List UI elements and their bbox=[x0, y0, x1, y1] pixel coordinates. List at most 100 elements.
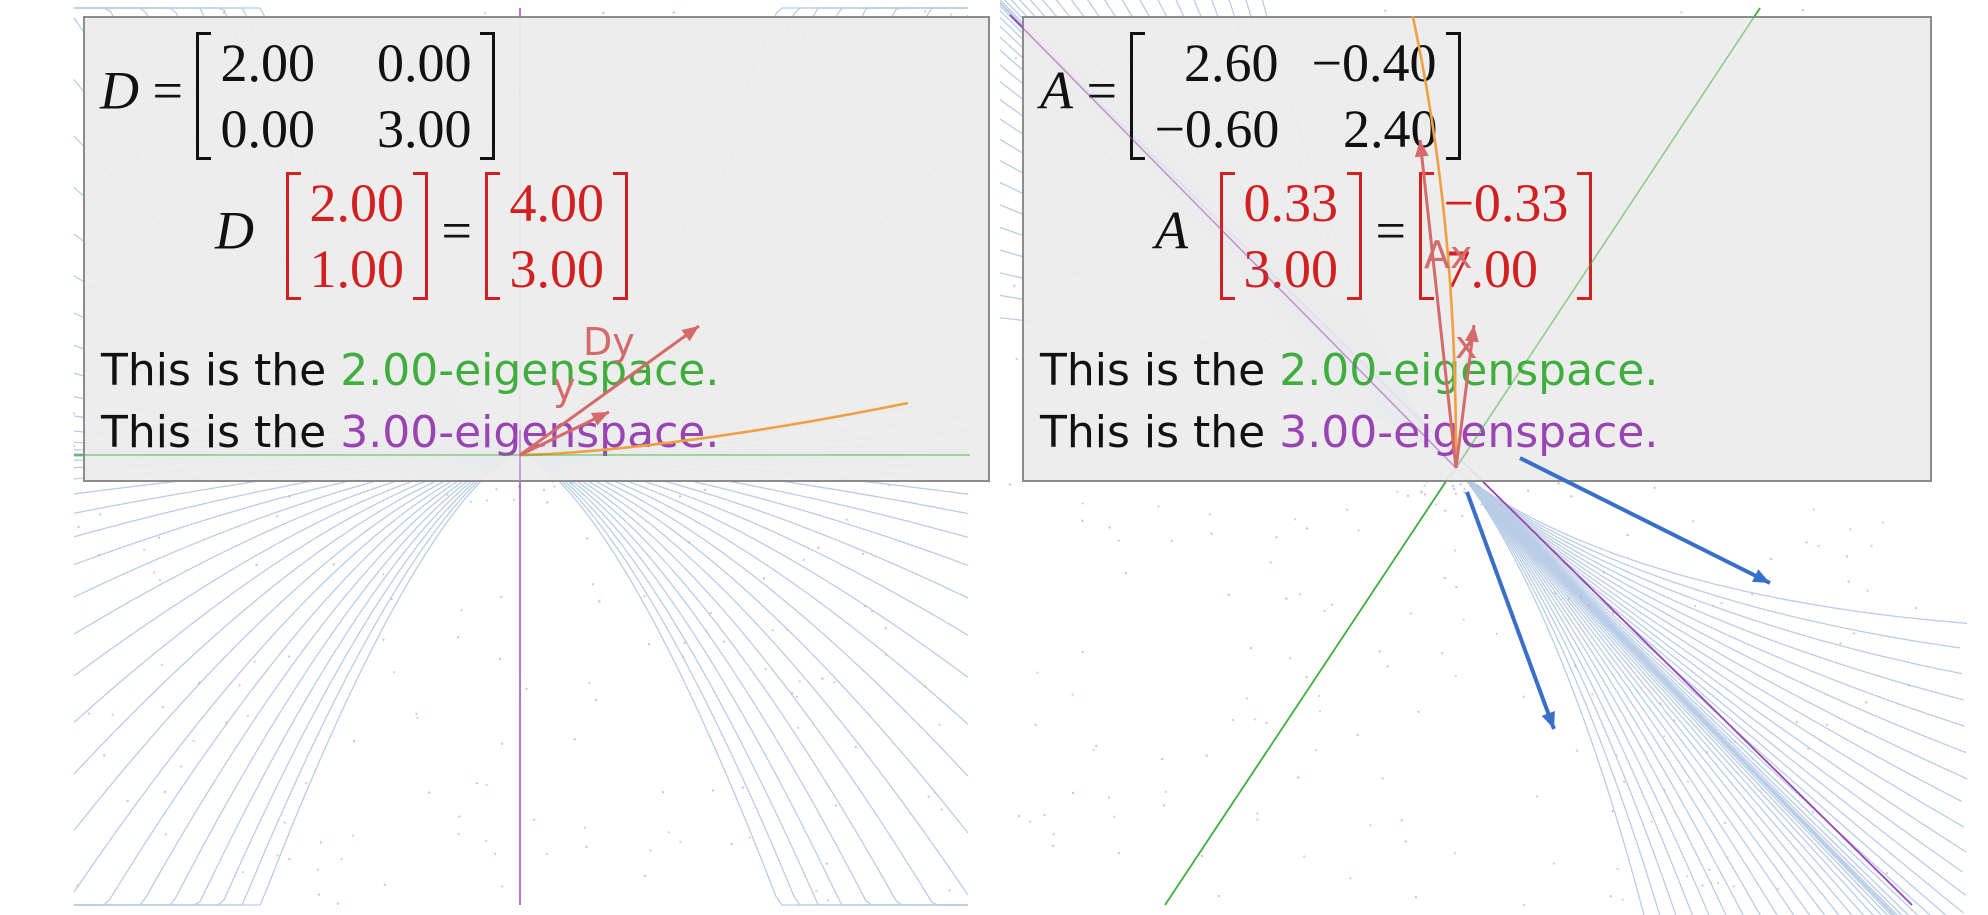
left-input-vector: 2.00 1.00 bbox=[285, 170, 429, 302]
flow-particle bbox=[1576, 749, 1579, 752]
flow-particle bbox=[1711, 604, 1715, 607]
flow-particle bbox=[1210, 532, 1213, 535]
flow-particle bbox=[163, 790, 166, 794]
flow-particle bbox=[72, 444, 76, 448]
flow-particle bbox=[87, 712, 91, 715]
flow-particle bbox=[513, 498, 516, 501]
flow-particle bbox=[97, 553, 101, 557]
flow-particle bbox=[469, 500, 473, 503]
flow-particle bbox=[1484, 506, 1488, 509]
flow-particle bbox=[950, 13, 953, 16]
flow-particle bbox=[1650, 820, 1653, 823]
vector-cell: 2.00 bbox=[309, 173, 405, 233]
flow-line bbox=[73, 454, 969, 725]
flow-particle bbox=[1275, 536, 1278, 539]
flow-particle bbox=[1750, 593, 1754, 596]
flow-particle bbox=[1071, 693, 1074, 696]
flow-particle bbox=[1463, 491, 1466, 494]
flow-particle bbox=[1866, 589, 1869, 592]
right-input-vector: 0.33 3.00 bbox=[1219, 170, 1363, 302]
flow-particle bbox=[288, 857, 291, 861]
flow-particle bbox=[1423, 484, 1426, 487]
flow-particle bbox=[1819, 739, 1822, 742]
flow-particle bbox=[393, 671, 396, 674]
flow-particle bbox=[681, 655, 685, 658]
flow-particle bbox=[1305, 675, 1308, 679]
flow-particle bbox=[1709, 882, 1713, 885]
flow-particle bbox=[863, 604, 867, 608]
flow-particle bbox=[802, 558, 805, 561]
flow-particle bbox=[1245, 697, 1249, 700]
flow-particle bbox=[586, 537, 589, 540]
eigen-prefix: This is the bbox=[101, 345, 341, 396]
flow-particle bbox=[428, 791, 431, 794]
flow-particle bbox=[1253, 718, 1256, 721]
flow-particle bbox=[1095, 744, 1098, 748]
flow-particle bbox=[1591, 693, 1594, 696]
flow-particle bbox=[1381, 777, 1384, 780]
flow-particle bbox=[870, 610, 874, 613]
flow-particle bbox=[1553, 592, 1556, 595]
flow-particle bbox=[825, 862, 829, 865]
flow-particle bbox=[1870, 544, 1873, 548]
flow-particle bbox=[253, 660, 256, 663]
flow-particle bbox=[446, 493, 449, 497]
matrix-row: 0.00 3.00 bbox=[206, 96, 485, 162]
matrix-cell: 0.00 bbox=[220, 99, 315, 159]
flow-particle bbox=[1751, 757, 1754, 760]
matrix-cell: 2.60 bbox=[1183, 33, 1279, 93]
flow-particle bbox=[103, 754, 106, 757]
matrix-cell: 0.00 bbox=[376, 33, 472, 93]
flow-particle bbox=[1028, 820, 1032, 823]
flow-particle bbox=[153, 571, 156, 574]
flow-particle bbox=[1349, 876, 1352, 880]
flow-particle bbox=[76, 884, 79, 887]
flow-particle bbox=[1663, 789, 1666, 792]
flow-particle bbox=[383, 883, 386, 886]
flow-particle bbox=[1157, 505, 1160, 508]
flow-particle bbox=[1480, 503, 1483, 506]
flow-particle bbox=[1318, 694, 1321, 698]
flow-particle bbox=[1400, 819, 1403, 822]
flow-particle bbox=[1693, 604, 1697, 608]
flow-particle bbox=[1406, 494, 1410, 497]
eigen-prefix: This is the bbox=[1040, 345, 1280, 396]
flow-particle bbox=[1691, 520, 1695, 523]
flow-particle bbox=[1249, 646, 1253, 650]
flow-particle bbox=[832, 681, 836, 684]
flow-particle bbox=[1440, 652, 1444, 655]
flow-particle bbox=[583, 826, 586, 829]
flow-particle bbox=[595, 698, 598, 702]
right-output-vector: −0.33 7.00 bbox=[1419, 170, 1593, 302]
flow-particle bbox=[570, 481, 573, 484]
flow-particle bbox=[1686, 780, 1690, 783]
flow-particle bbox=[795, 695, 798, 699]
flow-particle bbox=[1701, 884, 1704, 887]
flow-particle bbox=[1881, 521, 1885, 524]
flow-particle bbox=[741, 786, 744, 789]
vector-cell: −0.33 bbox=[1443, 173, 1569, 233]
flow-particle bbox=[1653, 486, 1656, 489]
flow-particle bbox=[1733, 740, 1737, 743]
left-product-equation: D 2.00 1.00 = 4.00 3.00 bbox=[215, 170, 628, 302]
left-matrix-symbol: D bbox=[100, 60, 139, 121]
flow-particle bbox=[1454, 492, 1458, 496]
flow-particle bbox=[457, 832, 460, 836]
flow-particle bbox=[1420, 491, 1423, 494]
flow-particle bbox=[1680, 11, 1683, 14]
flow-particle bbox=[382, 638, 385, 641]
flow-particle bbox=[1256, 818, 1259, 821]
flow-particle bbox=[924, 685, 927, 688]
flow-particle bbox=[672, 11, 675, 14]
flow-particle bbox=[602, 11, 605, 15]
flow-particle bbox=[499, 657, 502, 661]
flow-particle bbox=[416, 716, 419, 719]
flow-particle bbox=[1409, 612, 1413, 615]
flow-particle bbox=[1845, 555, 1849, 558]
flow-particle bbox=[1008, 483, 1012, 486]
flow-particle bbox=[499, 596, 503, 599]
flow-particle bbox=[1369, 824, 1372, 827]
flow-particle bbox=[553, 485, 556, 488]
flow-particle bbox=[317, 893, 321, 896]
flow-particle bbox=[704, 488, 707, 492]
